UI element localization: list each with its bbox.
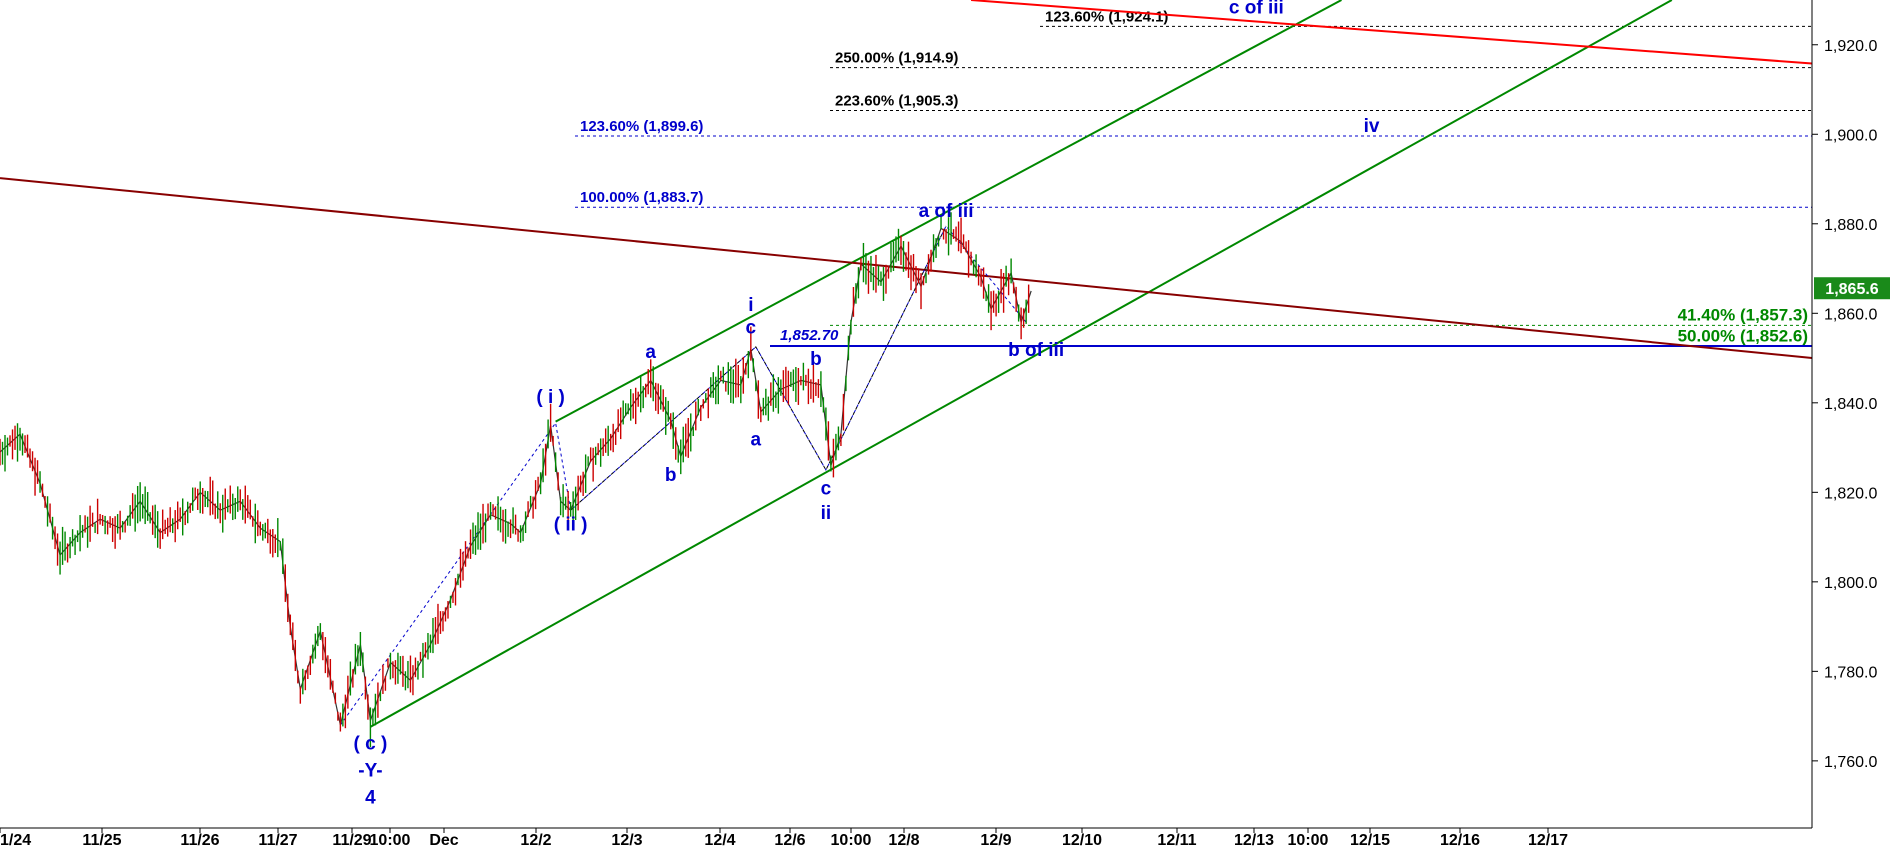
wave-label: iv (1364, 116, 1380, 137)
trend-line (970, 0, 1813, 65)
trend-line (555, 0, 1342, 423)
x-tick-label: 12/13 (1234, 832, 1274, 849)
wave-guide-line (570, 225, 947, 511)
wave-label: a (645, 342, 656, 363)
wave-label: b (810, 349, 822, 370)
wave-label: c of iii (1229, 0, 1284, 18)
wave-label: 4 (365, 787, 376, 808)
x-tick-label: 11/26 (180, 832, 219, 849)
support-label: 1,852.70 (780, 327, 839, 344)
x-tick-label: 12/11 (1157, 832, 1196, 849)
y-tick-label: 1,820.0 (1824, 485, 1877, 502)
wave-label: a (751, 429, 762, 450)
x-tick-label: 12/9 (980, 832, 1011, 849)
fib-level-label: 250.00% (1,914.9) (835, 50, 958, 67)
wave-label: ( i ) (536, 387, 565, 408)
fib-level-label: 123.60% (1,899.6) (580, 118, 703, 135)
wave-label: -Y- (358, 761, 382, 782)
y-tick-label: 1,780.0 (1824, 664, 1877, 681)
x-tick-label: 12/2 (520, 832, 551, 849)
wave-label: ( c ) (354, 734, 388, 755)
x-tick-label: 12/4 (704, 832, 735, 849)
wave-label: c (746, 317, 757, 338)
y-tick-label: 1,860.0 (1824, 306, 1877, 323)
fib-level-label: 223.60% (1,905.3) (835, 93, 958, 110)
wave-label: ii (821, 503, 832, 524)
wave-label: i (748, 295, 753, 316)
y-tick-label: 1,880.0 (1824, 217, 1877, 234)
x-tick-label: 12/17 (1528, 832, 1568, 849)
wave-label: ( ii ) (554, 514, 588, 535)
y-tick-label: 1,900.0 (1824, 127, 1877, 144)
x-tick-label: 11/29 (332, 832, 371, 849)
wave-label: b (665, 465, 677, 486)
x-tick-label: 12/15 (1350, 832, 1390, 849)
x-tick-label: 11/25 (82, 832, 121, 849)
fib-level-label: 100.00% (1,883.7) (580, 189, 703, 206)
last-price-badge (1814, 277, 1890, 300)
x-tick-label: 12/6 (774, 832, 805, 849)
y-tick-label: 1,920.0 (1824, 38, 1877, 55)
last-price-label: 1,865.6 (1825, 281, 1878, 298)
fib-level-label: 50.00% (1,852.6) (1678, 326, 1808, 345)
fib-level-label: 41.40% (1,857.3) (1678, 305, 1808, 324)
x-tick-label: 11/27 (258, 832, 297, 849)
x-tick-label: 10:00 (1288, 832, 1329, 849)
x-tick-label: Dec (429, 832, 458, 849)
y-tick-label: 1,840.0 (1824, 396, 1877, 413)
y-tick-label: 1,760.0 (1824, 754, 1877, 771)
y-tick-label: 1,800.0 (1824, 575, 1877, 592)
x-tick-label: 10:00 (370, 832, 411, 849)
wave-label: c (821, 479, 832, 500)
x-tick-label: 1/24 (0, 832, 31, 849)
wave-label: b of iii (1008, 340, 1064, 361)
x-tick-label: 12/3 (611, 832, 642, 849)
x-tick-label: 12/8 (888, 832, 919, 849)
x-tick-label: 12/16 (1440, 832, 1480, 849)
x-tick-label: 12/10 (1062, 832, 1102, 849)
trend-line (369, 0, 1673, 728)
x-tick-label: 10:00 (831, 832, 872, 849)
wave-label: a of iii (919, 201, 974, 222)
